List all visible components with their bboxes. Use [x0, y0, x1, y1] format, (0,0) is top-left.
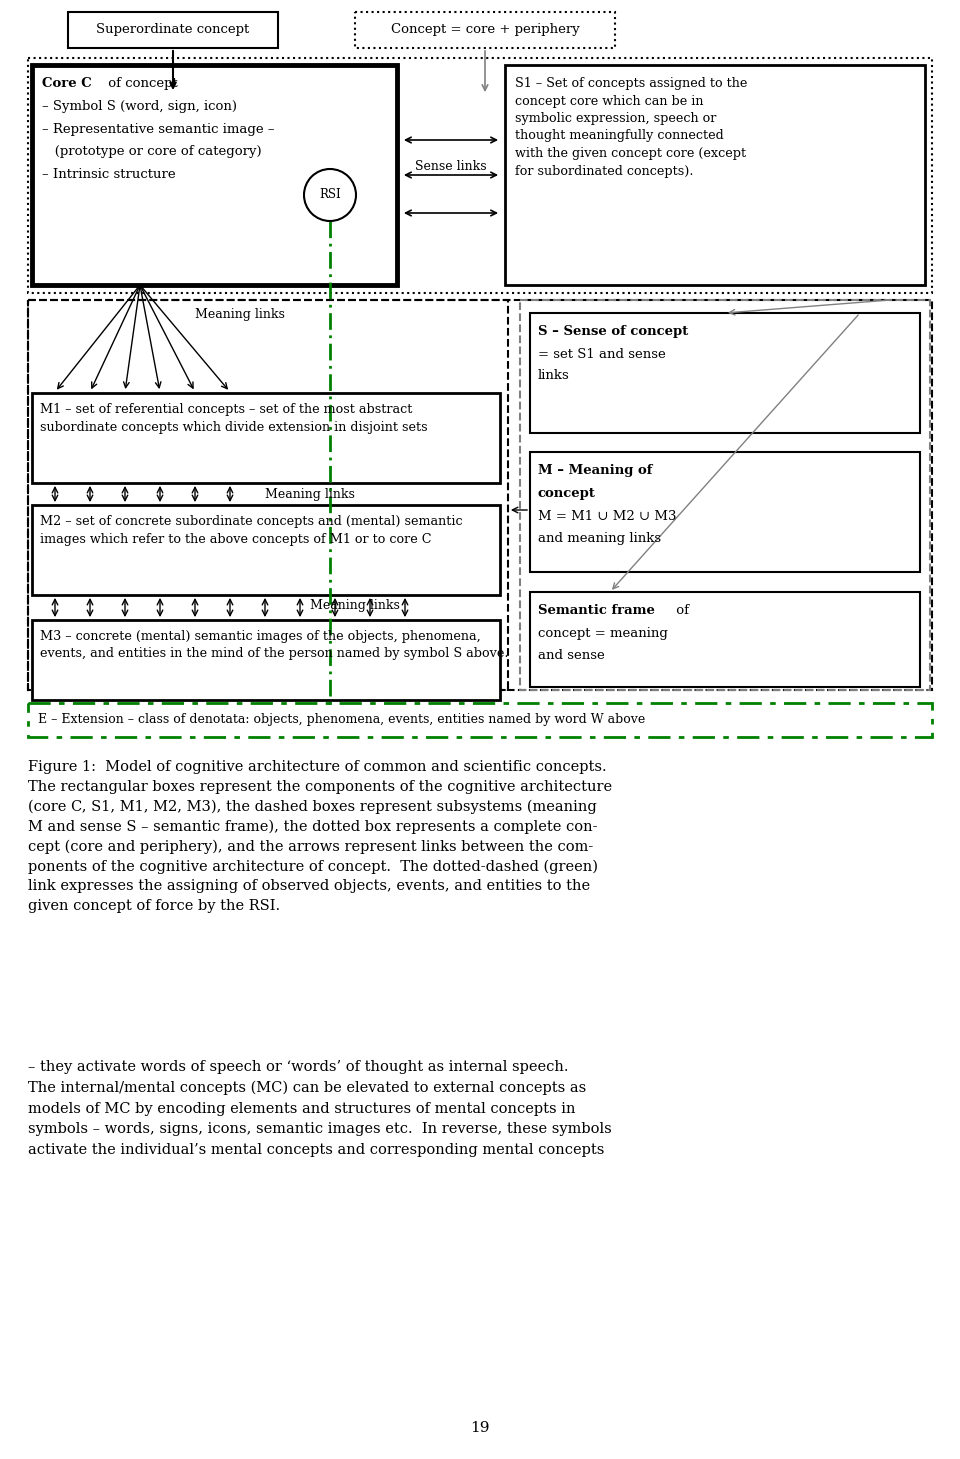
- Bar: [28, 301, 508, 690]
- Text: Sense links: Sense links: [415, 160, 487, 174]
- Bar: [32, 505, 500, 595]
- Bar: [32, 66, 397, 285]
- Text: S1 – Set of concepts assigned to the
concept core which can be in
symbolic expre: S1 – Set of concepts assigned to the con…: [515, 77, 748, 178]
- Bar: [530, 592, 920, 687]
- Bar: [520, 301, 930, 690]
- Text: concept: concept: [538, 487, 596, 500]
- Text: concept = meaning: concept = meaning: [538, 627, 668, 641]
- Text: RSI: RSI: [319, 188, 341, 201]
- Text: (prototype or core of category): (prototype or core of category): [42, 144, 262, 158]
- Text: = set S1 and sense: = set S1 and sense: [538, 349, 665, 360]
- Text: 19: 19: [470, 1421, 490, 1436]
- Bar: [32, 620, 500, 700]
- Bar: [530, 314, 920, 433]
- Bar: [68, 12, 278, 48]
- Circle shape: [304, 169, 356, 220]
- Text: Meaning links: Meaning links: [265, 487, 355, 500]
- Text: S – Sense of concept: S – Sense of concept: [538, 325, 688, 338]
- Text: and sense: and sense: [538, 649, 605, 662]
- Text: M2 – set of concrete subordinate concepts and (mental) semantic
images which ref: M2 – set of concrete subordinate concept…: [40, 515, 463, 546]
- Bar: [28, 703, 932, 737]
- Text: M3 – concrete (mental) semantic images of the objects, phenomena,
events, and en: M3 – concrete (mental) semantic images o…: [40, 630, 509, 661]
- Bar: [530, 452, 920, 572]
- Text: – they activate words of speech or ‘words’ of thought as internal speech.
The in: – they activate words of speech or ‘word…: [28, 1061, 612, 1157]
- Text: M1 – set of referential concepts – set of the most abstract
subordinate concepts: M1 – set of referential concepts – set o…: [40, 403, 427, 433]
- Bar: [28, 301, 932, 690]
- Text: – Intrinsic structure: – Intrinsic structure: [42, 168, 176, 181]
- Text: M = M1 ∪ M2 ∪ M3: M = M1 ∪ M2 ∪ M3: [538, 511, 677, 522]
- Text: M – Meaning of: M – Meaning of: [538, 464, 653, 477]
- Bar: [505, 66, 925, 285]
- Bar: [28, 58, 932, 293]
- Text: E – Extension – class of denotata: objects, phenomena, events, entities named by: E – Extension – class of denotata: objec…: [38, 713, 645, 727]
- Text: Semantic frame: Semantic frame: [538, 604, 655, 617]
- Text: Figure 1:  Model of cognitive architecture of common and scientific concepts.
Th: Figure 1: Model of cognitive architectur…: [28, 760, 612, 913]
- Bar: [355, 12, 615, 48]
- Text: and meaning links: and meaning links: [538, 533, 661, 546]
- Text: Meaning links: Meaning links: [195, 308, 285, 321]
- Text: – Symbol S (word, sign, icon): – Symbol S (word, sign, icon): [42, 101, 237, 112]
- Text: Core C: Core C: [42, 77, 92, 90]
- Text: – Representative semantic image –: – Representative semantic image –: [42, 123, 275, 136]
- Bar: [32, 392, 500, 483]
- Text: of: of: [672, 604, 689, 617]
- Text: of concept: of concept: [104, 77, 178, 90]
- Text: Concept = core + periphery: Concept = core + periphery: [391, 23, 580, 36]
- Text: links: links: [538, 369, 569, 382]
- Text: Superordinate concept: Superordinate concept: [96, 23, 250, 36]
- Text: Meaning links: Meaning links: [310, 600, 400, 611]
